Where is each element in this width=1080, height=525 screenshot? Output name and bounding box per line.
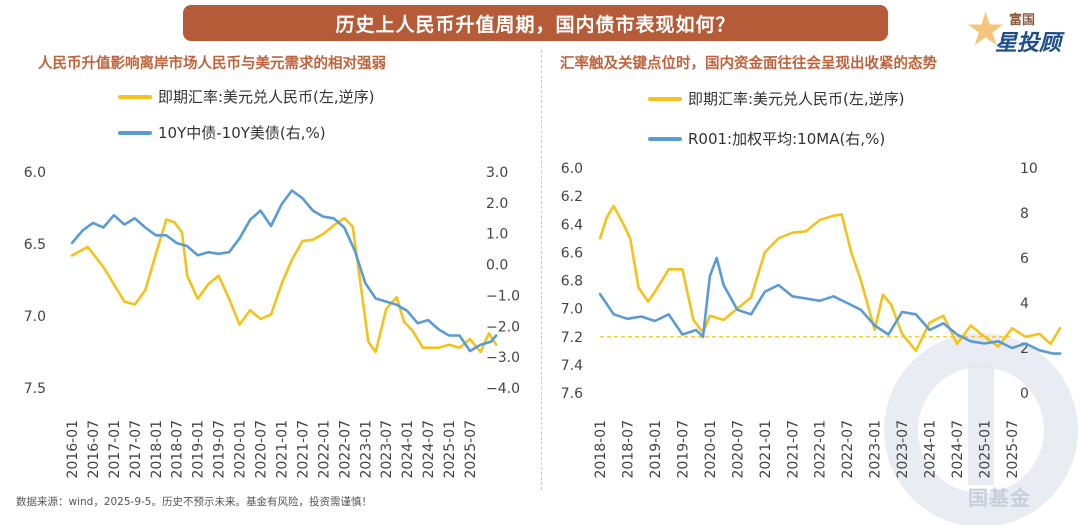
- x-tick-label: 2018-07: [620, 420, 636, 479]
- x-tick-label: 2021-07: [295, 420, 311, 479]
- x-tick-label: 2018-07: [170, 420, 186, 479]
- y-left-tick-label: 7.0: [561, 302, 583, 318]
- series-line-right-axis: [598, 256, 1062, 355]
- x-tick-label: 2024-01: [923, 420, 939, 479]
- legend-label: 即期汇率:美元兑人民币(左,逆序): [688, 90, 905, 108]
- x-tick-label: 2019-07: [212, 420, 228, 479]
- series-line-rate: [598, 204, 1062, 353]
- legend-label: 10Y中债-10Y美债(右,%): [158, 124, 326, 142]
- right-chart: 6.0 6.2 6.4 6.6 6.8 7.0 7.2 7.4 7.6 10 8 6 4 2 0 2018-0…: [561, 161, 1062, 479]
- legend-swatch-yellow: [648, 96, 682, 101]
- y-right-tick-label: 2.0: [486, 196, 508, 212]
- y-left-tick-label: 6.0: [24, 165, 46, 181]
- x-tick-label: 2019-01: [191, 420, 207, 479]
- legend-swatch-blue: [118, 130, 152, 135]
- watermark-text: 国基金: [968, 486, 1031, 510]
- x-tick-label: 2022-07: [337, 420, 353, 479]
- x-tick-label: 2023-07: [379, 420, 395, 479]
- x-tick-label: 2020-07: [730, 420, 746, 479]
- x-tick-label: 2020-07: [254, 420, 270, 479]
- y-right-tick-label: 6: [1020, 251, 1029, 267]
- brand-logo: ★ 富国 星投顾: [965, 2, 1075, 56]
- series-line-rate: [70, 216, 498, 354]
- y-left-tick-label: 7.6: [561, 386, 583, 402]
- x-tick-label: 2023-01: [868, 420, 884, 479]
- x-tick-label: 2022-01: [813, 420, 829, 479]
- y-left-tick-label: 7.0: [24, 309, 46, 325]
- y-right-tick-label: −3.0: [486, 350, 520, 366]
- y-right-tick-label: −2.0: [486, 319, 520, 335]
- x-tick-label: 2018-01: [593, 420, 609, 479]
- x-tick-label: 2021-01: [274, 420, 290, 479]
- y-right-tick-label: 8: [1020, 206, 1029, 222]
- y-left-tick-label: 7.4: [561, 358, 583, 374]
- left-legend-item-rate: 即期汇率:美元兑人民币(左,逆序): [118, 86, 375, 107]
- y-right-tick-label: 4: [1020, 296, 1029, 312]
- right-chart-title: 汇率触及关键点位时，国内资金面往往会呈现出收紧的态势: [560, 56, 937, 72]
- x-tick-label: 2023-07: [895, 420, 911, 479]
- x-tick-label: 2024-07: [950, 420, 966, 479]
- star-icon: ★: [965, 2, 1007, 56]
- logo-line1: 富国: [1009, 13, 1036, 28]
- x-tick-label: 2024-01: [400, 420, 416, 479]
- legend-label: 即期汇率:美元兑人民币(左,逆序): [158, 88, 375, 106]
- x-tick-label: 2016-01: [65, 420, 81, 479]
- y-left-tick-label: 6.0: [561, 161, 583, 177]
- y-right-tick-label: 10: [1020, 161, 1038, 177]
- x-tick-label: 2025-07: [463, 420, 479, 479]
- left-legend-item-spread: 10Y中债-10Y美债(右,%): [118, 122, 326, 143]
- x-tick-label: 2024-07: [421, 420, 437, 479]
- right-legend-item-rate: 即期汇率:美元兑人民币(左,逆序): [648, 88, 905, 109]
- left-chart-title: 人民币升值影响离岸市场人民币与美元需求的相对强弱: [38, 56, 386, 72]
- watermark-logo-icon: [884, 333, 1078, 525]
- legend-swatch-yellow: [118, 94, 152, 99]
- x-tick-label: 2022-07: [840, 420, 856, 479]
- x-tick-label: 2021-01: [758, 420, 774, 479]
- series-line-right-axis: [70, 189, 498, 353]
- x-tick-label: 2023-01: [358, 420, 374, 479]
- x-tick-label: 2019-07: [675, 420, 691, 479]
- y-right-tick-label: −1.0: [486, 288, 520, 304]
- y-left-tick-label: 6.4: [561, 217, 583, 233]
- x-tick-label: 2018-01: [149, 420, 165, 479]
- y-right-tick-label: −4.0: [486, 381, 520, 397]
- x-tick-label: 2020-01: [703, 420, 719, 479]
- x-tick-label: 2017-01: [107, 420, 123, 479]
- panel-divider: [541, 50, 542, 490]
- banner-title: 历史上人民币升值周期，国内债市表现如何？: [183, 5, 888, 41]
- x-tick-label: 2025-01: [442, 420, 458, 479]
- legend-label: R001:加权平均:10MA(右,%): [688, 130, 886, 148]
- x-tick-label: 2016-07: [86, 420, 102, 479]
- x-tick-label: 2017-07: [128, 420, 144, 479]
- x-tick-label: 2025-01: [978, 420, 994, 479]
- y-right-tick-label: 2: [1020, 341, 1029, 357]
- x-tick-label: 2021-07: [785, 420, 801, 479]
- y-left-tick-label: 6.5: [24, 237, 46, 253]
- x-tick-label: 2020-01: [233, 420, 249, 479]
- y-right-tick-label: 0: [1020, 386, 1029, 402]
- y-left-tick-label: 6.8: [561, 274, 583, 290]
- logo-line2: 星投顾: [995, 31, 1062, 56]
- y-right-tick-label: 0.0: [486, 258, 508, 274]
- y-left-tick-label: 7.5: [24, 381, 46, 397]
- x-tick-label: 2022-01: [316, 420, 332, 479]
- left-chart: 6.0 6.5 7.0 7.5 3.0 2.0 1.0 0.0 −1.0 −2.0 −3.0 −4.0…: [24, 165, 520, 479]
- right-legend-item-r001: R001:加权平均:10MA(右,%): [648, 128, 885, 149]
- legend-swatch-blue: [648, 136, 682, 141]
- y-right-tick-label: 3.0: [486, 165, 508, 181]
- x-tick-label: 2025-07: [1005, 420, 1021, 479]
- y-left-tick-label: 7.2: [561, 330, 583, 346]
- source-note: 数据来源：wind，2025-9-5。历史不预示未来。基金有风险，投资需谨慎！: [16, 496, 372, 508]
- y-left-tick-label: 6.6: [561, 245, 583, 261]
- x-tick-label: 2019-01: [648, 420, 664, 479]
- y-right-tick-label: 1.0: [486, 227, 508, 243]
- y-left-tick-label: 6.2: [561, 189, 583, 205]
